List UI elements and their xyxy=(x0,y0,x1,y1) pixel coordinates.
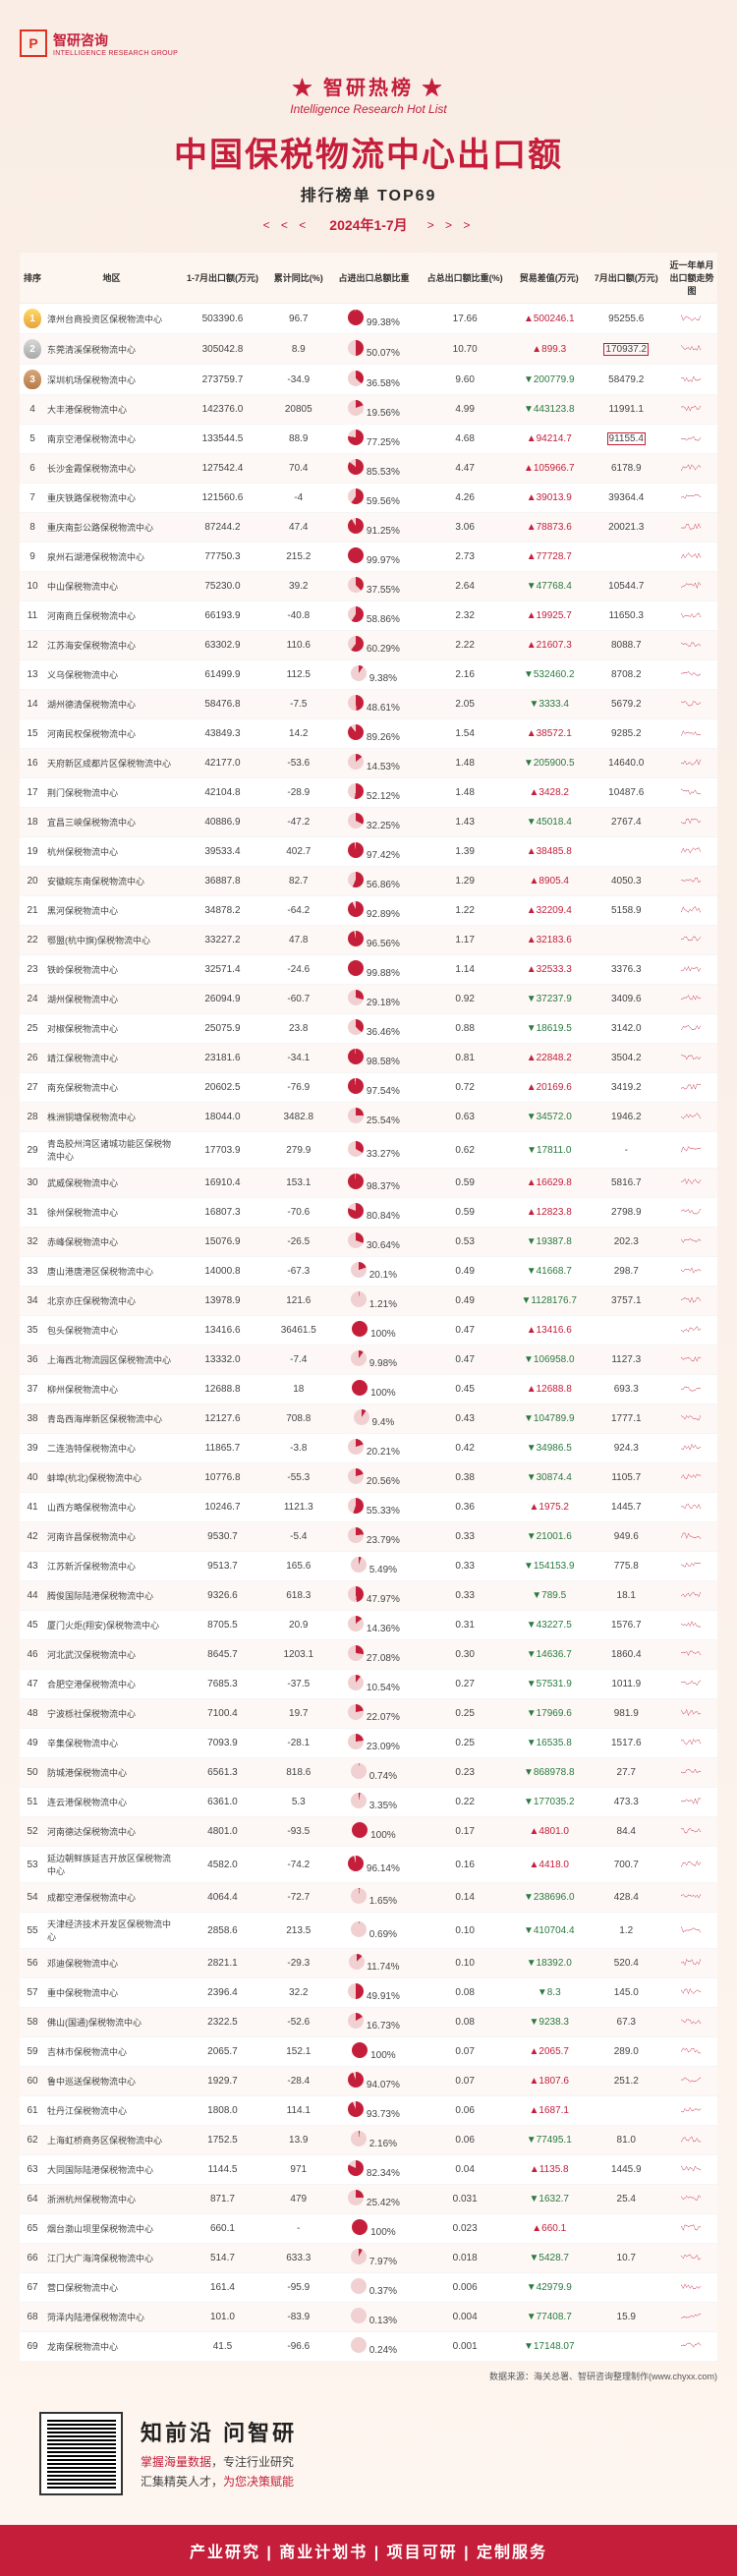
page: P 智研咨询 INTELLIGENCE RESEARCH GROUP ★ 智研热… xyxy=(0,0,737,2525)
col-5: 占总出口额比重(%) xyxy=(418,253,512,304)
footer-links: 产业研究 | 商业计划书 | 项目可研 | 定制服务 xyxy=(0,2525,737,2576)
table-row: 41山西方略保税物流中心10246.71121.3 55.33%0.36▲197… xyxy=(20,1493,717,1522)
table-row: 14湖州德清保税物流中心58476.8-7.5 48.61%2.05▼3333.… xyxy=(20,690,717,719)
table-row: 8重庆南彭公路保税物流中心87244.247.4 91.25%3.06▲7887… xyxy=(20,513,717,543)
table-row: 7重庆铁路保税物流中心121560.6-4 59.56%4.26▲39013.9… xyxy=(20,484,717,513)
col-4: 占进出口总额比重 xyxy=(330,253,419,304)
date: 2024年1-7月 xyxy=(329,215,407,235)
slogan-line2: 汇集精英人才，为您决策赋能 xyxy=(141,2473,698,2491)
table-row: 62上海虹桥商务区保税物流中心1752.513.9 2.16%0.06▼7749… xyxy=(20,2126,717,2155)
table-row: 33唐山港唐港区保税物流中心14000.8-67.3 20.1%0.49▼416… xyxy=(20,1257,717,1287)
col-6: 贸易差值(万元) xyxy=(512,253,587,304)
col-8: 近一年单月出口额走势图 xyxy=(666,253,717,304)
table-row: 34北京亦庄保税物流中心13978.9121.6 1.21%0.49▼11281… xyxy=(20,1287,717,1316)
table-row: 37柳州保税物流中心12688.818 100%0.45▲12688.8693.… xyxy=(20,1375,717,1404)
table-row: 22鄂盟(杭中旗)保税物流中心33227.247.8 96.56%1.17▲32… xyxy=(20,926,717,955)
table-row: 59吉林市保税物流中心2065.7152.1 100%0.07▲2065.728… xyxy=(20,2037,717,2067)
table-row: 17荆门保税物流中心42104.8-28.9 52.12%1.48▲3428.2… xyxy=(20,778,717,808)
header: ★ 智研热榜 ★ Intelligence Research Hot List … xyxy=(20,72,717,235)
table-row: 30武威保税物流中心16910.4153.1 98.37%0.59▲16629.… xyxy=(20,1169,717,1198)
logo-cn: 智研咨询 xyxy=(53,30,178,50)
table-row: 47合肥空港保税物流中心7685.3-37.5 10.54%0.27▼57531… xyxy=(20,1670,717,1699)
table-row: 23铁岭保税物流中心32571.4-24.6 99.88%1.14▲32533.… xyxy=(20,955,717,985)
table-row: 67营口保税物流中心161.4-95.9 0.37%0.006▼42979.9 xyxy=(20,2273,717,2303)
table-row: 38青岛西海岸新区保税物流中心12127.6708.8 9.4%0.43▼104… xyxy=(20,1404,717,1434)
table-row: 13义乌保税物流中心61499.9112.5 9.38%2.16▼532460.… xyxy=(20,660,717,690)
table-row: 10中山保税物流中心75230.039.2 37.55%2.64▼47768.4… xyxy=(20,572,717,601)
table-row: 63大同国际陆港保税物流中心1144.5971 82.34%0.04▲1135.… xyxy=(20,2155,717,2185)
sub-en: Intelligence Research Hot List xyxy=(20,102,717,116)
table-row: 31徐州保税物流中心16807.3-70.6 80.84%0.59▲12823.… xyxy=(20,1198,717,1228)
subtitle: 排行榜单 TOP69 xyxy=(20,182,717,205)
table-row: 35包头保税物流中心13416.636461.5 100%0.47▲13416.… xyxy=(20,1316,717,1345)
logo-en: INTELLIGENCE RESEARCH GROUP xyxy=(53,50,178,57)
table-row: 21黑河保税物流中心34878.2-64.2 92.89%1.22▲32209.… xyxy=(20,896,717,926)
table-row: 51连云港保税物流中心6361.05.3 3.35%0.22▼177035.24… xyxy=(20,1788,717,1817)
slogan-line1: 掌握海量数据，专注行业研究 xyxy=(141,2453,698,2472)
table-row: 15河南民权保税物流中心43849.314.2 89.26%1.54▲38572… xyxy=(20,719,717,749)
table-row: 2东莞清溪保税物流中心305042.88.9 50.07%10.70▲899.3… xyxy=(20,334,717,365)
arrows-left: < < < xyxy=(263,218,311,232)
table-row: 6长沙金霞保税物流中心127542.470.4 85.53%4.47▲10596… xyxy=(20,454,717,484)
table-row: 4大丰港保税物流中心142376.020805 19.56%4.99▼44312… xyxy=(20,395,717,425)
table-row: 49辛集保税物流中心7093.9-28.1 23.09%0.25▼16535.8… xyxy=(20,1729,717,1758)
table-row: 65烟台渤山坝里保税物流中心660.1- 100%0.023▲660.1 xyxy=(20,2214,717,2244)
table-row: 55天津经济技术开发区保税物流中心2858.6213.5 0.69%0.10▼4… xyxy=(20,1913,717,1949)
table-row: 44腾俊国际陆港保税物流中心9326.6618.3 47.97%0.33▼789… xyxy=(20,1581,717,1611)
table-row: 56邓迪保税物流中心2821.1-29.3 11.74%0.10▼18392.0… xyxy=(20,1949,717,1978)
table-row: 32赤峰保税物流中心15076.9-26.5 30.64%0.53▼19387.… xyxy=(20,1228,717,1257)
table-row: 28株洲铜塘保税物流中心18044.03482.8 25.54%0.63▼345… xyxy=(20,1103,717,1132)
table-row: 25对椒保税物流中心25075.923.8 36.46%0.88▼18619.5… xyxy=(20,1014,717,1044)
main-title: 中国保税物流中心出口额 xyxy=(20,128,717,176)
logo: P 智研咨询 INTELLIGENCE RESEARCH GROUP xyxy=(20,29,717,57)
table-row: 27南充保税物流中心20602.5-76.9 97.54%0.72▲20169.… xyxy=(20,1073,717,1103)
ranking-table: 排序地区1-7月出口额(万元)累计同比(%)占进出口总额比重占总出口额比重(%)… xyxy=(20,253,717,2362)
slogan-title: 知前沿 问智研 xyxy=(141,2416,698,2447)
col-3: 累计同比(%) xyxy=(267,253,330,304)
table-row: 60鲁中巡送保税物流中心1929.7-28.4 94.07%0.07▲1807.… xyxy=(20,2067,717,2096)
qr-code xyxy=(39,2412,123,2495)
qr-section: 知前沿 问智研 掌握海量数据，专注行业研究 汇集精英人才，为您决策赋能 xyxy=(20,2402,717,2505)
table-row: 68菏泽内陆港保税物流中心101.0-83.9 0.13%0.004▼77408… xyxy=(20,2303,717,2332)
table-row: 39二连浩特保税物流中心11865.7-3.8 20.21%0.42▼34986… xyxy=(20,1434,717,1463)
table-row: 57重中保税物流中心2396.432.2 49.91%0.08▼8.3145.0 xyxy=(20,1978,717,2008)
col-7: 7月出口额(万元) xyxy=(587,253,666,304)
table-row: 3深圳机场保税物流中心273759.7-34.9 36.58%9.60▼2007… xyxy=(20,365,717,395)
table-row: 5南京空港保税物流中心133544.588.9 77.25%4.68▲94214… xyxy=(20,425,717,454)
logo-mark: P xyxy=(20,29,47,57)
data-source: 数据来源：海关总署、智研咨询整理制作(www.chyxx.com) xyxy=(20,2370,717,2382)
table-row: 64浙洲杭州保税物流中心871.7479 25.42%0.031▼1632.72… xyxy=(20,2185,717,2214)
table-row: 11河南商丘保税物流中心66193.9-40.8 58.86%2.32▲1992… xyxy=(20,601,717,631)
table-row: 48宁波栎社保税物流中心7100.419.7 22.07%0.25▼17969.… xyxy=(20,1699,717,1729)
table-row: 19杭州保税物流中心39533.4402.7 97.42%1.39▲38485.… xyxy=(20,837,717,867)
col-0: 排序 xyxy=(20,253,45,304)
table-row: 9泉州石湖港保税物流中心77750.3215.2 99.97%2.73▲7772… xyxy=(20,543,717,572)
table-row: 45厦门火炬(翔安)保税物流中心8705.520.9 14.36%0.31▼43… xyxy=(20,1611,717,1640)
col-1: 地区 xyxy=(45,253,178,304)
table-row: 52河南德达保税物流中心4801.0-93.5 100%0.17▲4801.08… xyxy=(20,1817,717,1847)
table-row: 58佛山(国通)保税物流中心2322.5-52.6 16.73%0.08▼923… xyxy=(20,2008,717,2037)
table-row: 18宜昌三峡保税物流中心40886.9-47.2 32.25%1.43▼4501… xyxy=(20,808,717,837)
table-row: 12江苏海安保税物流中心63302.9110.6 60.29%2.22▲2160… xyxy=(20,631,717,660)
arrows-right: > > > xyxy=(427,218,475,232)
table-row: 36上海西北物流园区保税物流中心13332.0-7.4 9.98%0.47▼10… xyxy=(20,1345,717,1375)
table-row: 29青岛胶州湾区诸城功能区保税物流中心17703.9279.9 33.27%0.… xyxy=(20,1132,717,1169)
table-row: 54成都空港保税物流中心4064.4-72.7 1.65%0.14▼238696… xyxy=(20,1883,717,1913)
table-row: 66江门大广海湾保税物流中心514.7633.3 7.97%0.018▼5428… xyxy=(20,2244,717,2273)
table-row: 61牡丹江保税物流中心1808.0114.1 93.73%0.06▲1687.1 xyxy=(20,2096,717,2126)
table-row: 40蚌埠(杭北)保税物流中心10776.8-55.3 20.56%0.38▼30… xyxy=(20,1463,717,1493)
table-row: 53延边朝鲜族延吉开放区保税物流中心4582.0-74.2 96.14%0.16… xyxy=(20,1847,717,1883)
table-row: 42河南许昌保税物流中心9530.7-5.4 23.79%0.33▼21001.… xyxy=(20,1522,717,1552)
table-row: 24湖州保税物流中心26094.9-60.7 29.18%0.92▼37237.… xyxy=(20,985,717,1014)
table-row: 1漳州台商投资区保税物流中心503390.696.7 99.38%17.66▲5… xyxy=(20,304,717,334)
table-row: 16天府新区成都片区保税物流中心42177.0-53.6 14.53%1.48▼… xyxy=(20,749,717,778)
table-row: 46河北武汉保税物流中心8645.71203.1 27.08%0.30▼1463… xyxy=(20,1640,717,1670)
table-row: 43江苏新沂保税物流中心9513.7165.6 5.49%0.33▼154153… xyxy=(20,1552,717,1581)
table-row: 26靖江保税物流中心23181.6-34.1 98.58%0.81▲22848.… xyxy=(20,1044,717,1073)
table-row: 20安徽皖东南保税物流中心36887.882.7 56.86%1.29▲8905… xyxy=(20,867,717,896)
col-2: 1-7月出口额(万元) xyxy=(178,253,267,304)
table-row: 69龙南保税物流中心41.5-96.6 0.24%0.001▼17148.07 xyxy=(20,2332,717,2362)
table-row: 50防城港保税物流中心6561.3818.6 0.74%0.23▼868978.… xyxy=(20,1758,717,1788)
stars-title: ★ 智研热榜 ★ xyxy=(20,72,717,100)
